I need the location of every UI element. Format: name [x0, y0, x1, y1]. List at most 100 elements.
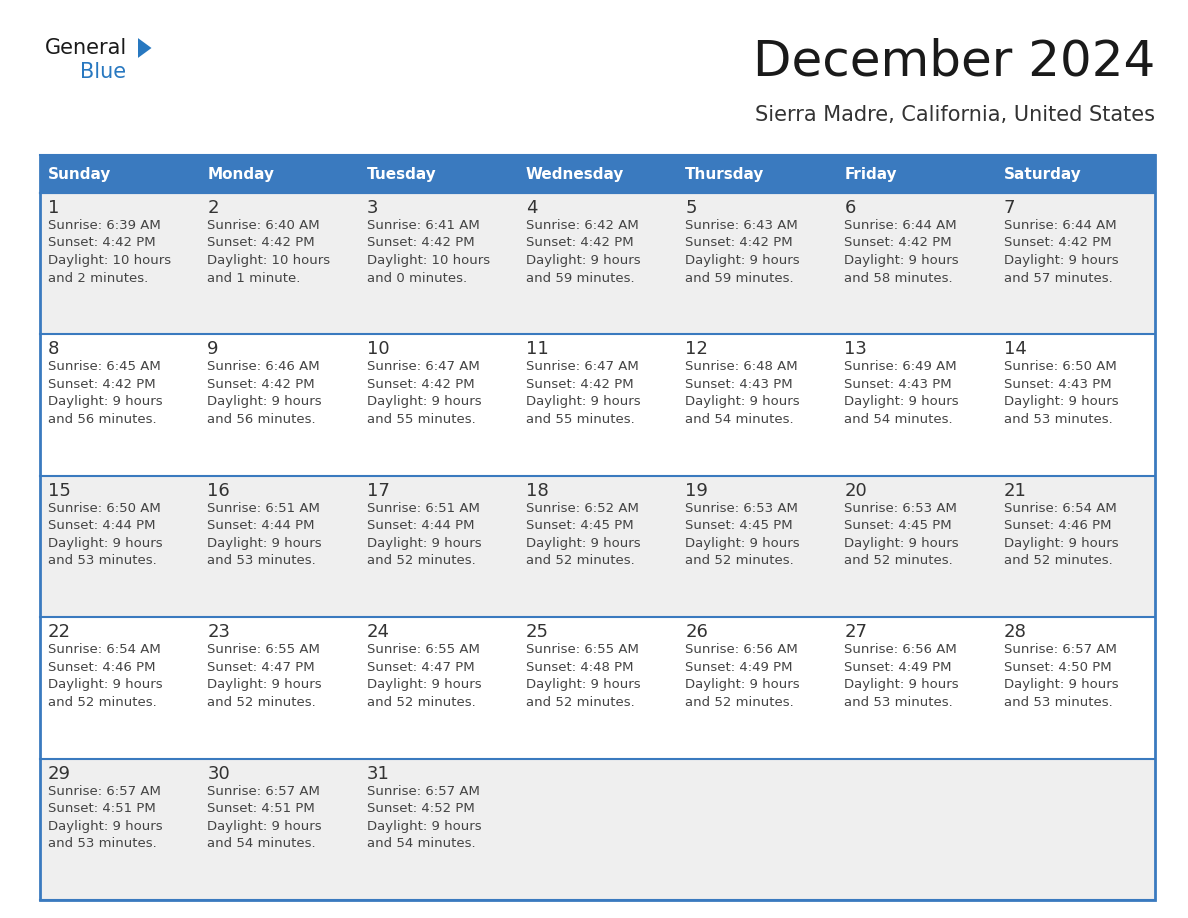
Text: Sunset: 4:42 PM: Sunset: 4:42 PM [207, 378, 315, 391]
Text: Sunset: 4:44 PM: Sunset: 4:44 PM [367, 520, 474, 532]
Text: Sunrise: 6:57 AM: Sunrise: 6:57 AM [1004, 644, 1117, 656]
Text: Sunrise: 6:44 AM: Sunrise: 6:44 AM [845, 219, 958, 232]
Text: Sunset: 4:42 PM: Sunset: 4:42 PM [367, 237, 474, 250]
Text: Daylight: 9 hours: Daylight: 9 hours [1004, 678, 1118, 691]
Text: Sunset: 4:43 PM: Sunset: 4:43 PM [845, 378, 952, 391]
Text: Friday: Friday [845, 166, 897, 182]
Text: 13: 13 [845, 341, 867, 358]
Text: Daylight: 9 hours: Daylight: 9 hours [1004, 254, 1118, 267]
Text: Sunrise: 6:45 AM: Sunrise: 6:45 AM [48, 361, 160, 374]
Text: Sunrise: 6:50 AM: Sunrise: 6:50 AM [48, 502, 160, 515]
Text: and 53 minutes.: and 53 minutes. [1004, 413, 1112, 426]
Text: Sunset: 4:42 PM: Sunset: 4:42 PM [685, 237, 792, 250]
Text: and 52 minutes.: and 52 minutes. [845, 554, 953, 567]
Text: Daylight: 9 hours: Daylight: 9 hours [526, 254, 640, 267]
Text: Sunrise: 6:47 AM: Sunrise: 6:47 AM [526, 361, 639, 374]
Bar [836, 155, 996, 193]
Text: Daylight: 9 hours: Daylight: 9 hours [48, 678, 163, 691]
Text: Daylight: 9 hours: Daylight: 9 hours [207, 678, 322, 691]
Text: Sunset: 4:43 PM: Sunset: 4:43 PM [1004, 378, 1111, 391]
Text: 29: 29 [48, 765, 71, 783]
Bar [40, 155, 200, 193]
Text: Daylight: 9 hours: Daylight: 9 hours [207, 396, 322, 409]
Bar [996, 334, 1155, 476]
Bar [836, 193, 996, 334]
Bar [518, 155, 677, 193]
Text: Daylight: 9 hours: Daylight: 9 hours [207, 537, 322, 550]
Text: 15: 15 [48, 482, 71, 499]
Text: Sunrise: 6:56 AM: Sunrise: 6:56 AM [845, 644, 958, 656]
Bar [40, 334, 200, 476]
Text: Blue: Blue [80, 62, 126, 82]
Text: Sunset: 4:48 PM: Sunset: 4:48 PM [526, 661, 633, 674]
Text: Daylight: 10 hours: Daylight: 10 hours [48, 254, 171, 267]
Text: Daylight: 9 hours: Daylight: 9 hours [367, 537, 481, 550]
Text: Daylight: 9 hours: Daylight: 9 hours [526, 678, 640, 691]
Text: Sunset: 4:42 PM: Sunset: 4:42 PM [48, 237, 156, 250]
Text: Sunset: 4:42 PM: Sunset: 4:42 PM [367, 378, 474, 391]
Bar [359, 155, 518, 193]
Text: Sunset: 4:44 PM: Sunset: 4:44 PM [48, 520, 156, 532]
Text: 25: 25 [526, 623, 549, 641]
Text: 22: 22 [48, 623, 71, 641]
Text: Sunset: 4:52 PM: Sunset: 4:52 PM [367, 802, 474, 815]
Text: 1: 1 [48, 199, 59, 217]
Text: Daylight: 9 hours: Daylight: 9 hours [845, 678, 959, 691]
Bar [40, 758, 200, 900]
Text: Sunset: 4:42 PM: Sunset: 4:42 PM [845, 237, 952, 250]
Text: and 54 minutes.: and 54 minutes. [685, 413, 794, 426]
Bar [40, 193, 200, 334]
Bar [677, 155, 836, 193]
Bar [518, 334, 677, 476]
Text: and 56 minutes.: and 56 minutes. [48, 413, 157, 426]
Bar [677, 758, 836, 900]
Bar [836, 758, 996, 900]
Text: Sunset: 4:42 PM: Sunset: 4:42 PM [526, 237, 633, 250]
Text: and 52 minutes.: and 52 minutes. [1004, 554, 1112, 567]
Text: 31: 31 [367, 765, 390, 783]
Text: and 52 minutes.: and 52 minutes. [207, 696, 316, 709]
Bar [518, 193, 677, 334]
Text: Daylight: 9 hours: Daylight: 9 hours [845, 254, 959, 267]
Text: and 52 minutes.: and 52 minutes. [685, 554, 794, 567]
Text: Sunrise: 6:53 AM: Sunrise: 6:53 AM [845, 502, 958, 515]
Text: Sunset: 4:42 PM: Sunset: 4:42 PM [207, 237, 315, 250]
Text: and 59 minutes.: and 59 minutes. [685, 272, 794, 285]
Bar [200, 155, 359, 193]
Text: 10: 10 [367, 341, 390, 358]
Text: 2: 2 [207, 199, 219, 217]
Text: and 52 minutes.: and 52 minutes. [48, 696, 157, 709]
Text: Sunrise: 6:41 AM: Sunrise: 6:41 AM [367, 219, 479, 232]
Bar [200, 334, 359, 476]
Text: Sunset: 4:47 PM: Sunset: 4:47 PM [367, 661, 474, 674]
Text: Monday: Monday [207, 166, 274, 182]
Text: Saturday: Saturday [1004, 166, 1081, 182]
Text: 19: 19 [685, 482, 708, 499]
Text: and 52 minutes.: and 52 minutes. [685, 696, 794, 709]
Text: Daylight: 9 hours: Daylight: 9 hours [207, 820, 322, 833]
Text: Sunrise: 6:53 AM: Sunrise: 6:53 AM [685, 502, 798, 515]
Text: Sunset: 4:42 PM: Sunset: 4:42 PM [526, 378, 633, 391]
Bar [359, 617, 518, 758]
Text: Daylight: 10 hours: Daylight: 10 hours [367, 254, 489, 267]
Text: Sunset: 4:49 PM: Sunset: 4:49 PM [685, 661, 792, 674]
Text: Sunrise: 6:52 AM: Sunrise: 6:52 AM [526, 502, 639, 515]
Text: Sunrise: 6:56 AM: Sunrise: 6:56 AM [685, 644, 798, 656]
Text: Sunset: 4:42 PM: Sunset: 4:42 PM [1004, 237, 1111, 250]
Text: and 58 minutes.: and 58 minutes. [845, 272, 953, 285]
Text: Sunset: 4:51 PM: Sunset: 4:51 PM [207, 802, 315, 815]
Text: and 59 minutes.: and 59 minutes. [526, 272, 634, 285]
Text: 20: 20 [845, 482, 867, 499]
Text: Sunset: 4:46 PM: Sunset: 4:46 PM [1004, 520, 1111, 532]
Text: Sunrise: 6:46 AM: Sunrise: 6:46 AM [207, 361, 320, 374]
Text: Sunrise: 6:55 AM: Sunrise: 6:55 AM [207, 644, 320, 656]
Text: Sunrise: 6:50 AM: Sunrise: 6:50 AM [1004, 361, 1117, 374]
Text: 16: 16 [207, 482, 230, 499]
Text: Sunset: 4:49 PM: Sunset: 4:49 PM [845, 661, 952, 674]
Bar [359, 193, 518, 334]
Text: Daylight: 9 hours: Daylight: 9 hours [845, 396, 959, 409]
Text: Sunset: 4:45 PM: Sunset: 4:45 PM [526, 520, 633, 532]
Text: Sunrise: 6:48 AM: Sunrise: 6:48 AM [685, 361, 798, 374]
Text: Daylight: 9 hours: Daylight: 9 hours [1004, 537, 1118, 550]
Text: 28: 28 [1004, 623, 1026, 641]
